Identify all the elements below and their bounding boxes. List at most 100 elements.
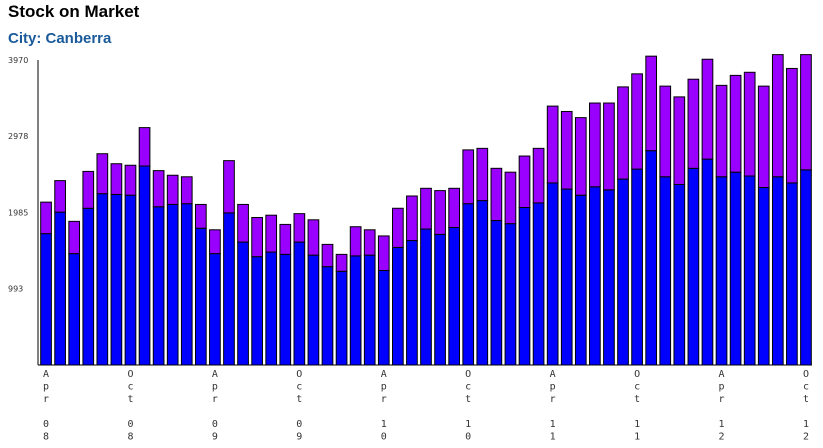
bar-upper-segment (96, 153, 109, 195)
bars-group (40, 54, 812, 366)
bar-lower-segment (349, 255, 362, 366)
bar-lower-segment (743, 175, 756, 366)
bar-lower-segment (265, 251, 278, 366)
bar-upper-segment (786, 67, 798, 184)
bar-upper-segment (406, 195, 418, 242)
bar-lower-segment (659, 176, 672, 366)
bar-lower-segment (448, 226, 460, 366)
bar-lower-segment (757, 187, 770, 366)
bar-lower-segment (68, 253, 81, 366)
bar-lower-segment (715, 176, 728, 366)
bar-upper-segment (392, 207, 404, 248)
bar-upper-segment (194, 203, 207, 229)
bar-upper-segment (490, 167, 503, 222)
y-tick-label: 3970 (8, 56, 28, 65)
bar-lower-segment (54, 211, 66, 366)
bar-upper-segment (54, 180, 66, 213)
bar-upper-segment (476, 147, 489, 202)
axes-group (37, 60, 812, 366)
bar-lower-segment (800, 169, 812, 366)
bar-upper-segment (729, 74, 742, 173)
bar-lower-segment (589, 186, 601, 366)
bar-upper-segment (589, 102, 601, 188)
bar-lower-segment (40, 233, 52, 366)
bar-lower-segment (504, 223, 517, 366)
bar-lower-segment (377, 270, 390, 366)
bar-upper-segment (152, 170, 165, 208)
chart-subtitle: City: Canberra (8, 30, 112, 47)
y-tick-labels: 993 1985 2978 3970 (8, 56, 28, 294)
bar-upper-segment (560, 110, 573, 190)
bar-upper-segment (462, 149, 475, 205)
bar-lower-segment (420, 228, 432, 366)
bar-lower-segment (180, 203, 193, 366)
bar-upper-segment (223, 160, 235, 214)
bar-upper-segment (363, 229, 376, 256)
bar-upper-segment (757, 85, 770, 189)
bar-lower-segment (293, 241, 306, 366)
bar-upper-segment (448, 187, 460, 228)
bar-upper-segment (532, 147, 545, 204)
chart-title: Stock on Market (8, 2, 140, 21)
bar-lower-segment (307, 254, 320, 366)
bar-lower-segment (560, 188, 573, 366)
bar-lower-segment (110, 193, 123, 366)
bar-upper-segment (82, 170, 95, 209)
bar-upper-segment (307, 219, 320, 256)
bar-upper-segment (265, 214, 278, 253)
bar-lower-segment (574, 194, 587, 366)
bar-upper-segment (293, 213, 306, 243)
bar-lower-segment (701, 158, 714, 366)
bar-lower-segment (194, 227, 207, 366)
bar-upper-segment (603, 102, 615, 191)
bar-upper-segment (237, 203, 249, 243)
bar-lower-segment (645, 150, 658, 366)
bar-upper-segment (518, 155, 531, 208)
bar-lower-segment (729, 171, 742, 366)
bar-lower-segment (166, 203, 179, 366)
bar-lower-segment (434, 233, 446, 366)
bar-lower-segment (476, 200, 489, 366)
bar-upper-segment (279, 223, 292, 255)
bar-upper-segment (800, 54, 812, 171)
bar-upper-segment (166, 174, 179, 205)
bar-lower-segment (96, 193, 109, 366)
bar-upper-segment (209, 229, 221, 255)
bar-upper-segment (504, 171, 517, 225)
bar-upper-segment (68, 220, 81, 255)
bar-lower-segment (335, 270, 348, 366)
bar-upper-segment (701, 58, 714, 160)
bar-upper-segment (715, 84, 728, 178)
bar-lower-segment (518, 207, 531, 366)
bar-lower-segment (138, 165, 151, 366)
y-tick-label: 1985 (8, 209, 28, 218)
bar-lower-segment (363, 254, 376, 366)
bar-lower-segment (251, 256, 263, 366)
bar-lower-segment (631, 168, 643, 366)
bar-upper-segment (349, 226, 362, 257)
bar-upper-segment (110, 163, 123, 195)
bar-upper-segment (124, 164, 137, 196)
bar-lower-segment (279, 253, 292, 366)
bar-lower-segment (152, 206, 165, 366)
bar-lower-segment (406, 240, 418, 366)
bar-upper-segment (659, 85, 672, 178)
bar-lower-segment (546, 182, 559, 366)
bar-upper-segment (771, 54, 784, 178)
y-tick-label: 2978 (8, 132, 28, 141)
bar-upper-segment (40, 201, 52, 235)
bar-lower-segment (321, 266, 334, 366)
bar-lower-segment (223, 212, 235, 366)
bar-lower-segment (82, 207, 95, 366)
bar-upper-segment (631, 73, 643, 170)
bar-lower-segment (786, 182, 798, 366)
bar-upper-segment (321, 243, 334, 268)
